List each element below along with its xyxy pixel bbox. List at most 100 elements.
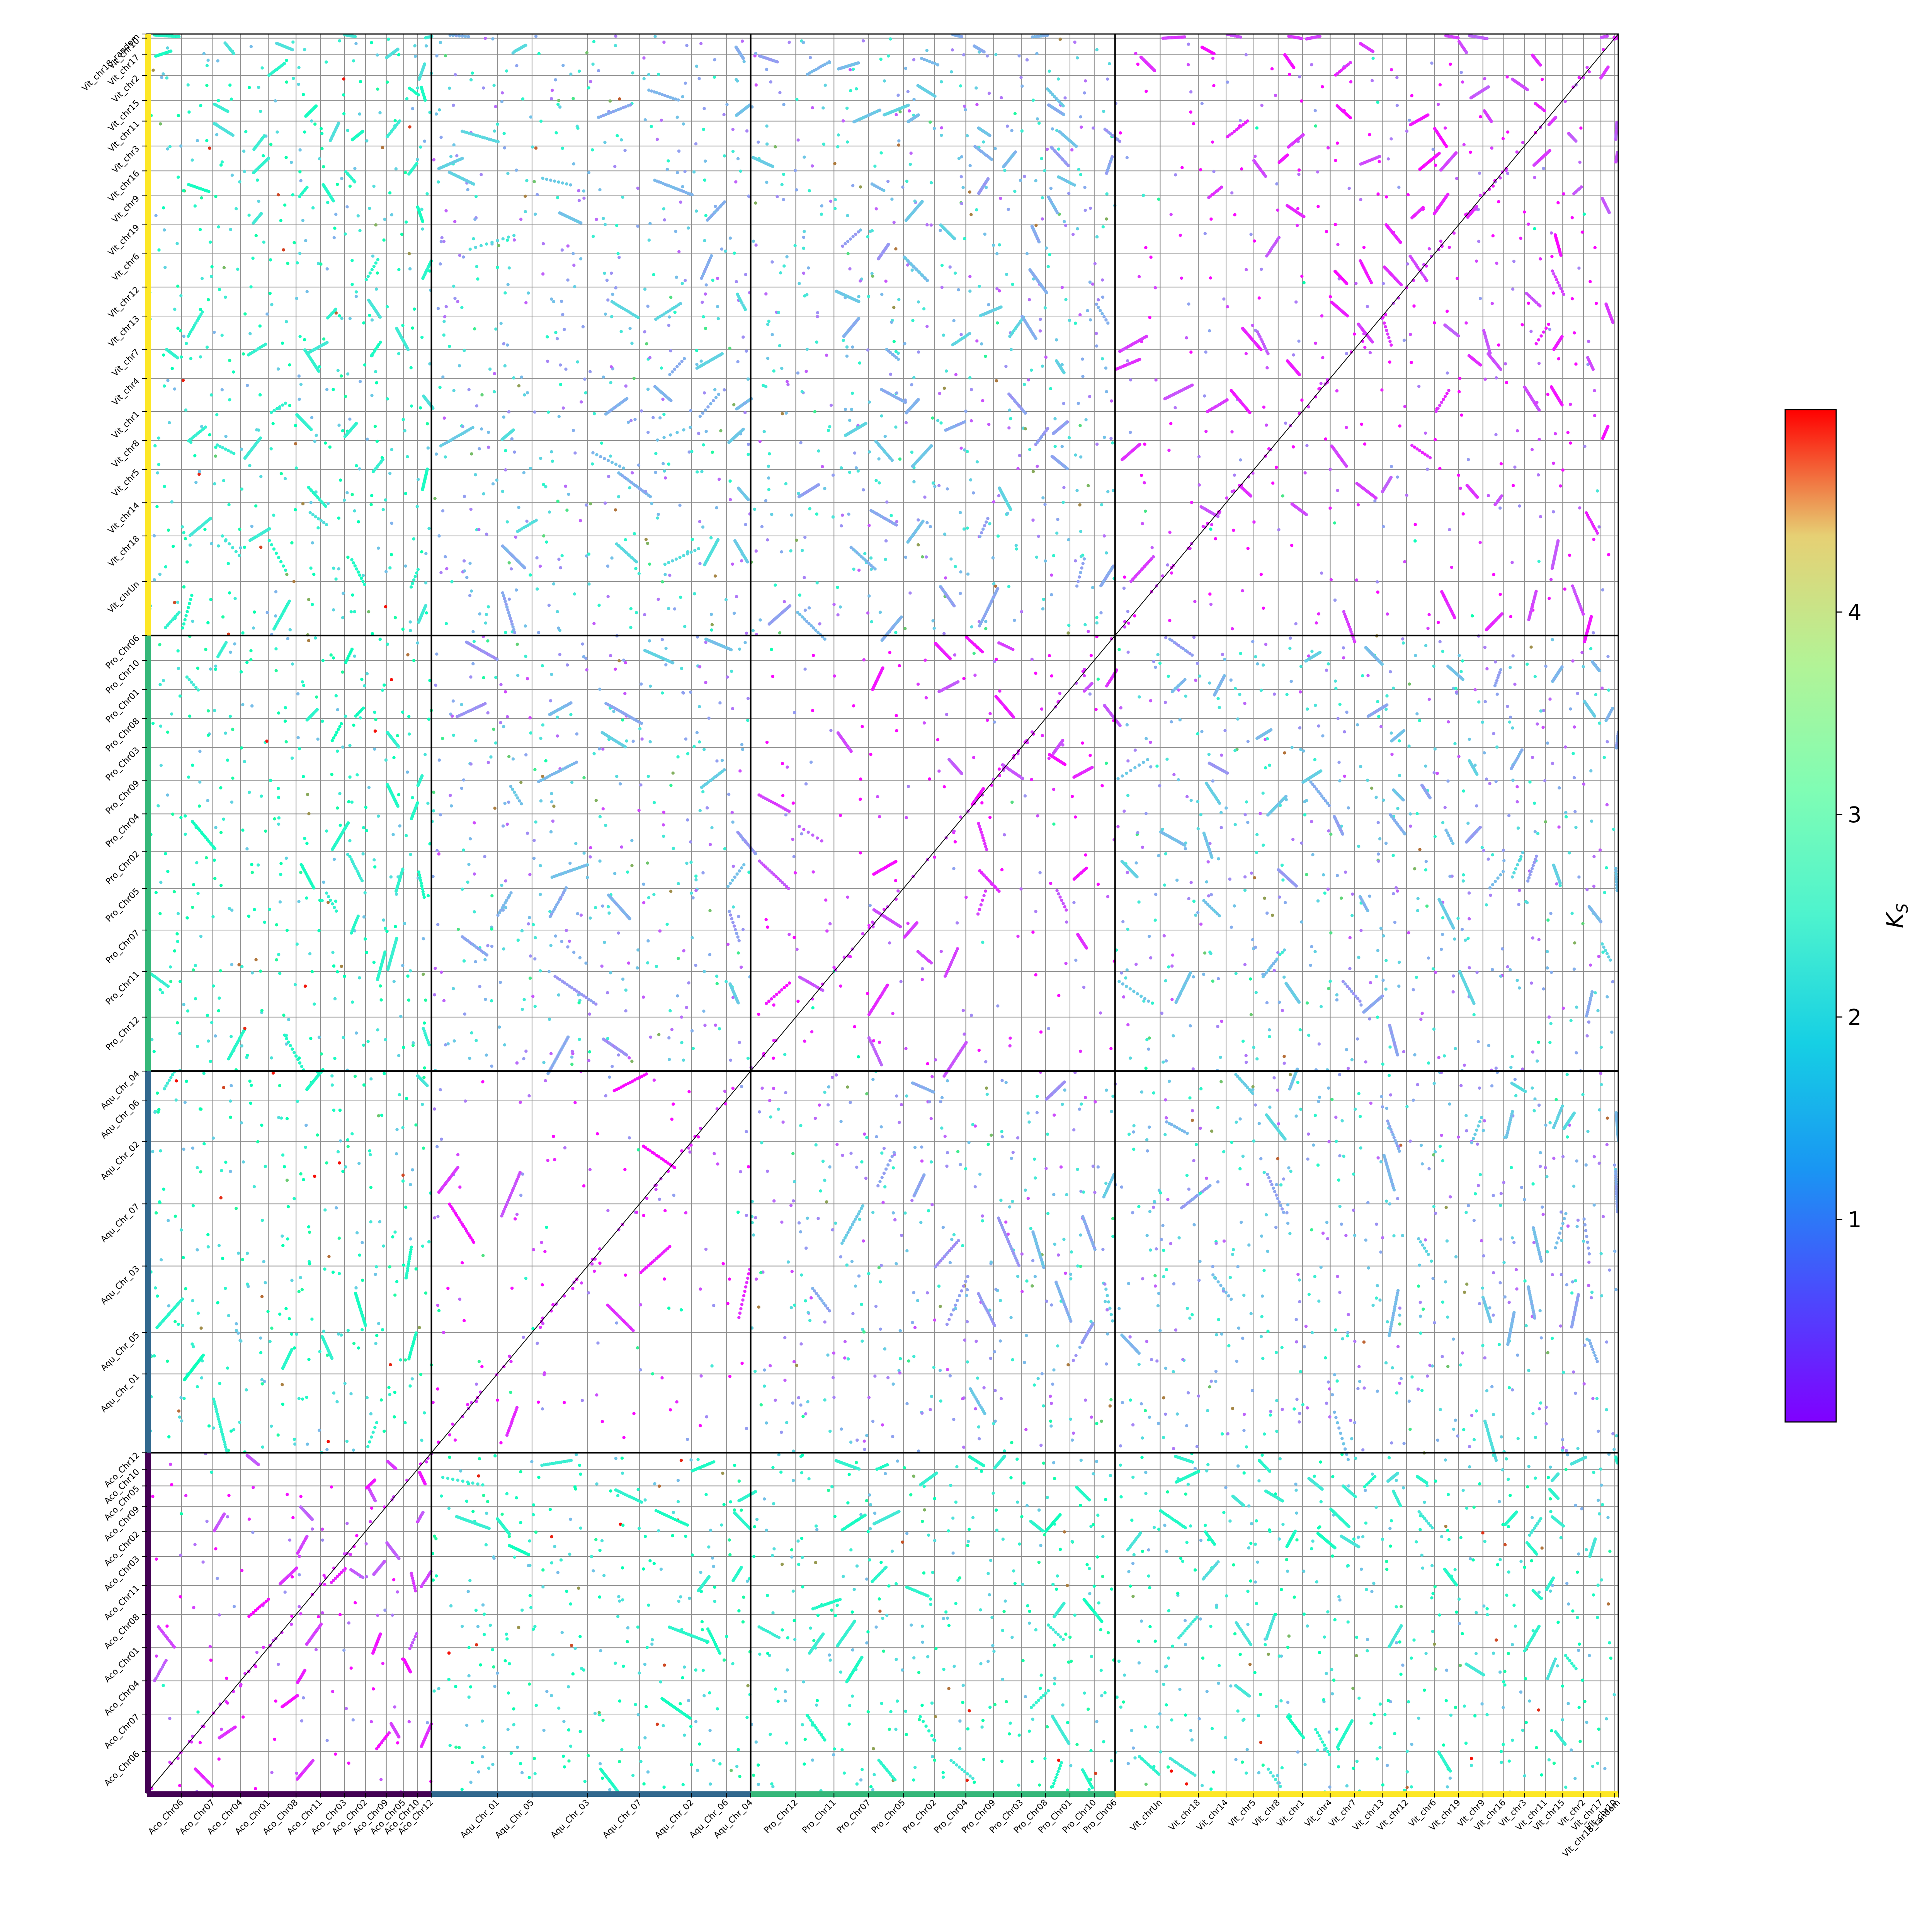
synteny-point [565, 182, 568, 186]
synteny-point [219, 1425, 222, 1429]
synteny-point [184, 1287, 187, 1291]
synteny-point [460, 1261, 464, 1265]
synteny-point [241, 1715, 245, 1719]
synteny-point [294, 442, 298, 446]
synteny-point [213, 858, 216, 862]
synteny-point [677, 882, 680, 885]
synteny-point [680, 282, 684, 285]
synteny-point [180, 1512, 183, 1515]
synteny-point [503, 1659, 507, 1663]
synteny-point [523, 393, 526, 397]
synteny-point [214, 664, 218, 668]
synteny-point [325, 829, 328, 833]
synteny-point [572, 951, 576, 954]
synteny-point [425, 422, 429, 425]
synteny-point [583, 378, 587, 381]
synteny-point [298, 1554, 301, 1558]
synteny-point [527, 1682, 531, 1686]
synteny-point [642, 1214, 645, 1217]
synteny-point [291, 40, 295, 44]
synteny-point [595, 1132, 599, 1136]
synteny-point [481, 1483, 485, 1487]
synteny-point [662, 436, 666, 439]
synteny-point [481, 1603, 485, 1607]
synteny-point [515, 1213, 519, 1216]
synteny-point [432, 791, 435, 794]
synteny-point [682, 554, 685, 558]
synteny-point [223, 1440, 226, 1444]
synteny-point [417, 478, 420, 481]
synteny-point [351, 593, 354, 597]
synteny-point [373, 729, 377, 733]
synteny-point [346, 1328, 350, 1332]
synteny-point [689, 861, 693, 864]
synteny-point [507, 410, 511, 414]
synteny-point [354, 35, 357, 38]
synteny-point [621, 1566, 624, 1570]
synteny-point [588, 1168, 592, 1172]
synteny-point [344, 232, 347, 236]
synteny-point [615, 775, 619, 778]
synteny-point [598, 815, 602, 818]
synteny-point [198, 470, 201, 473]
synteny-point [623, 148, 627, 152]
synteny-point [483, 702, 487, 706]
synteny-point [170, 367, 174, 370]
synteny-point [663, 469, 666, 473]
synteny-point [178, 694, 182, 698]
synteny-point [297, 83, 300, 86]
synteny-point [383, 1608, 387, 1612]
synteny-point [526, 832, 529, 835]
synteny-point [297, 900, 301, 903]
synteny-point [444, 1043, 447, 1047]
synteny-point [421, 887, 424, 891]
synteny-point [332, 736, 335, 740]
synteny-point [311, 1527, 314, 1531]
synteny-point [414, 1267, 418, 1271]
synteny-point [164, 1659, 168, 1662]
synteny-point [630, 839, 634, 842]
synteny-point [546, 335, 549, 338]
synteny-point [537, 631, 541, 634]
synteny-point [222, 1512, 226, 1516]
synteny-point [460, 786, 464, 790]
synteny-point [490, 927, 493, 931]
synteny-point [592, 412, 596, 415]
synteny-point [643, 1535, 647, 1538]
synteny-point [366, 1040, 370, 1043]
synteny-point [624, 1273, 628, 1277]
synteny-point [452, 987, 455, 990]
synteny-point [560, 1631, 564, 1634]
synteny-point [519, 781, 523, 784]
synteny-point [533, 957, 537, 961]
synteny-point [536, 193, 539, 196]
synteny-point [655, 138, 659, 141]
synteny-point [229, 650, 232, 654]
synteny-point [585, 503, 588, 507]
synteny-point [542, 1728, 546, 1732]
synteny-point [214, 195, 218, 198]
synteny-point [608, 1075, 611, 1079]
synteny-point [478, 1457, 481, 1461]
synteny-point [656, 513, 660, 516]
synteny-point [483, 855, 486, 858]
synteny-point [467, 1674, 471, 1678]
synteny-point [243, 546, 246, 549]
synteny-point [195, 861, 199, 864]
synteny-point [469, 762, 473, 766]
synteny-point [209, 1060, 212, 1063]
synteny-point [528, 873, 532, 876]
synteny-point [333, 226, 337, 230]
synteny-point [482, 1494, 485, 1497]
synteny-point [275, 958, 278, 962]
synteny-point [286, 262, 289, 265]
synteny-point [582, 655, 585, 658]
synteny-point [504, 631, 507, 634]
synteny-point [313, 1174, 316, 1178]
synteny-point [220, 160, 224, 164]
synteny-point [470, 452, 473, 456]
synteny-point [340, 374, 343, 378]
synteny-point [322, 521, 326, 524]
synteny-point [401, 710, 405, 714]
synteny-point [490, 1065, 493, 1068]
